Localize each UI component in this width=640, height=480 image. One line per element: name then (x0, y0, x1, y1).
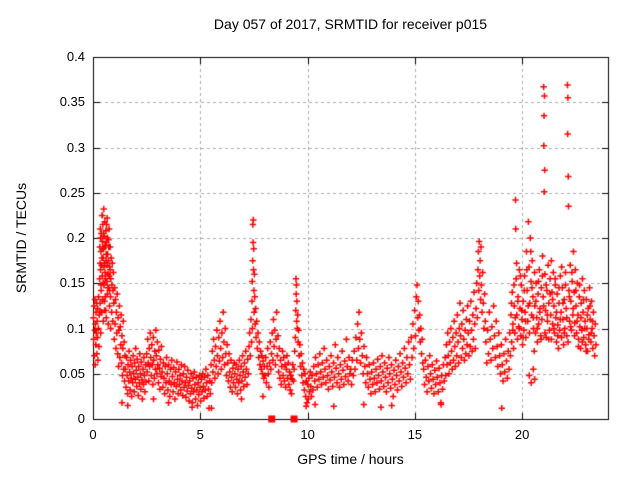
x-tick-label: 15 (407, 427, 423, 442)
x-tick-label: 5 (196, 427, 204, 442)
y-tick-label: 0.4 (66, 49, 85, 64)
y-tick-label: 0.35 (59, 94, 85, 110)
y-tick-label: 0.1 (66, 320, 85, 336)
chart-title: Day 057 of 2017, SRMTID for receiver p01… (213, 16, 488, 32)
y-tick-label: 0.25 (59, 184, 85, 200)
y-tick-label: 0.05 (59, 365, 85, 381)
y-tick-label: 0 (77, 411, 85, 426)
x-tick-label: 0 (89, 427, 97, 442)
y-tick-label: 0.2 (66, 230, 85, 245)
y-tick-label: 0.15 (59, 275, 85, 291)
x-axis-label: GPS time / hours (297, 451, 404, 467)
x-tick-label: 10 (300, 427, 315, 442)
x-tick-label: 20 (514, 427, 530, 442)
y-tick-label: 0.3 (66, 139, 85, 155)
